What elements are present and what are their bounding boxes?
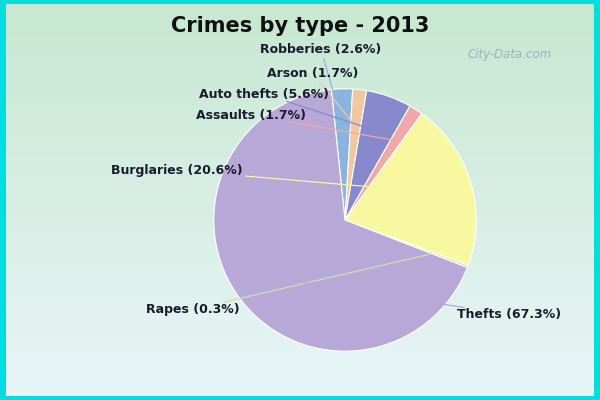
Text: Auto thefts (5.6%): Auto thefts (5.6%)	[199, 88, 374, 130]
Wedge shape	[331, 89, 353, 220]
Text: Thefts (67.3%): Thefts (67.3%)	[272, 278, 560, 321]
Text: City-Data.com: City-Data.com	[468, 48, 552, 61]
Wedge shape	[345, 91, 410, 220]
Wedge shape	[345, 106, 422, 220]
Text: Burglaries (20.6%): Burglaries (20.6%)	[111, 164, 433, 192]
Text: Arson (1.7%): Arson (1.7%)	[267, 66, 358, 124]
Wedge shape	[214, 90, 467, 351]
Wedge shape	[345, 114, 476, 265]
Text: Rapes (0.3%): Rapes (0.3%)	[146, 254, 431, 316]
Wedge shape	[345, 220, 468, 268]
Text: Assaults (1.7%): Assaults (1.7%)	[196, 108, 394, 140]
Wedge shape	[345, 89, 367, 220]
Text: Crimes by type - 2013: Crimes by type - 2013	[171, 16, 429, 36]
Text: Robberies (2.6%): Robberies (2.6%)	[260, 43, 382, 123]
